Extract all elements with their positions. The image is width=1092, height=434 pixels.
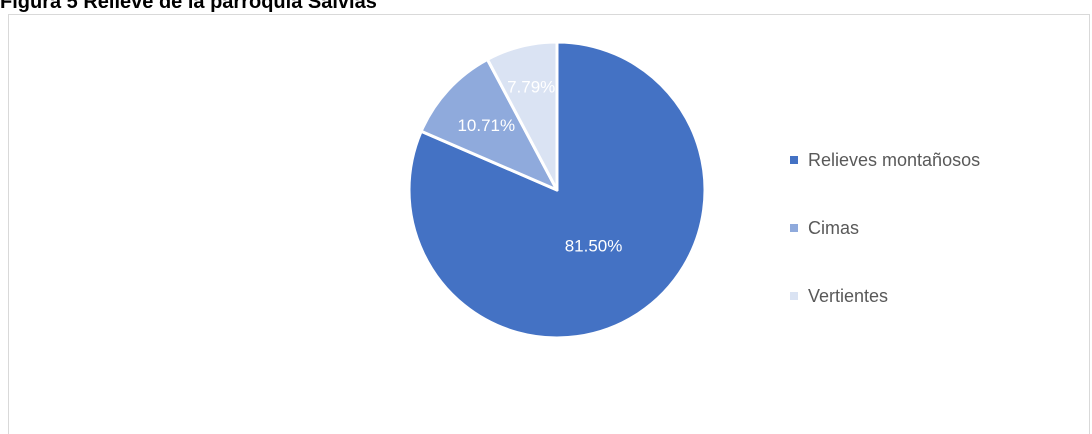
data-label-relieves-montanosos: 81.50% xyxy=(565,237,623,256)
pie-data-labels: 81.50% 10.71% 7.79% xyxy=(457,78,622,256)
legend-item-relieves-montanosos: Relieves montañosos xyxy=(790,150,980,170)
legend-swatch xyxy=(790,224,798,232)
chart-frame xyxy=(8,14,1090,434)
chart-legend: Relieves montañosos Cimas Vertientes xyxy=(790,150,980,354)
legend-item-cimas: Cimas xyxy=(790,218,980,238)
legend-swatch xyxy=(790,292,798,300)
legend-item-vertientes: Vertientes xyxy=(790,286,980,306)
data-label-cimas: 10.71% xyxy=(457,116,515,135)
legend-label: Vertientes xyxy=(808,285,889,306)
legend-label: Cimas xyxy=(808,217,860,238)
figure-title: Figura 5 Relieve de la parroquia Salvias xyxy=(0,0,377,13)
pie-slices xyxy=(407,40,707,340)
pie-slice-vertientes xyxy=(485,40,559,192)
data-label-vertientes: 7.79% xyxy=(507,78,555,97)
pie-slice-cimas xyxy=(419,57,559,192)
legend-label: Relieves montañosos xyxy=(808,149,981,170)
legend-swatch xyxy=(790,156,798,164)
